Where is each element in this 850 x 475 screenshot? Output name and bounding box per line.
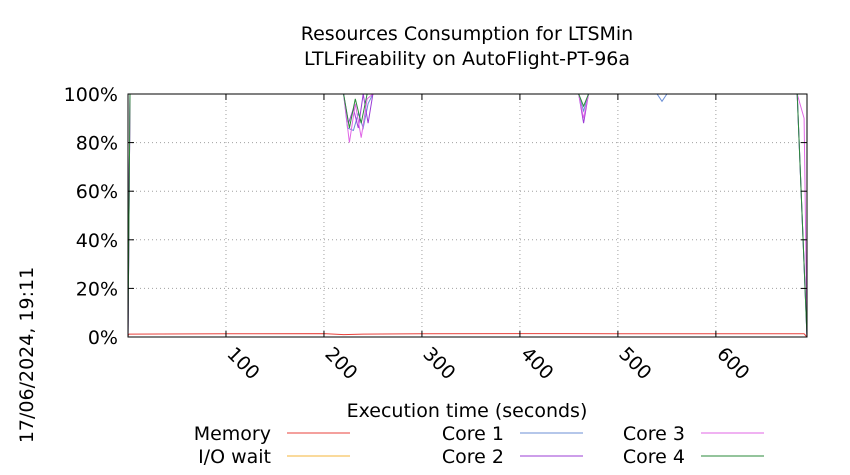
x-axis-ticks: 100 200 300 400 500 600 — [222, 94, 754, 384]
x-tick-label: 600 — [712, 343, 753, 384]
grid — [128, 94, 807, 337]
timestamp: 17/06/2024, 19:11 — [16, 267, 38, 443]
y-tick-label: 60% — [76, 181, 118, 203]
y-tick-label: 80% — [76, 133, 118, 155]
x-tick-label: 400 — [516, 343, 557, 384]
legend-label: Memory — [194, 423, 271, 445]
legend-label: I/O wait — [198, 446, 271, 468]
legend-label: Core 2 — [442, 446, 504, 468]
x-tick-label: 100 — [222, 343, 263, 384]
y-tick-label: 20% — [76, 278, 118, 300]
plot-frame — [127, 93, 808, 338]
series-line-core-1 — [127, 93, 808, 338]
series-line-core-3 — [127, 93, 808, 338]
x-tick-label: 300 — [418, 343, 459, 384]
y-tick-label: 100% — [64, 84, 118, 106]
chart-subtitle: LTLFireability on AutoFlight-PT-96a — [304, 48, 630, 70]
series-line-core-4 — [127, 93, 808, 338]
y-tick-label: 40% — [76, 230, 118, 252]
chart-title: Resources Consumption for LTSMin — [301, 23, 633, 45]
y-tick-label: 0% — [88, 327, 118, 349]
legend-label: Core 3 — [623, 423, 685, 445]
y-axis-ticks: 0% 20% 40% 60% 80% 100% — [64, 84, 807, 349]
series-line-memory — [127, 333, 808, 338]
x-tick-label: 200 — [320, 343, 361, 384]
series-line-core-2 — [127, 93, 808, 338]
series-lines — [127, 93, 808, 338]
legend-label: Core 4 — [623, 446, 685, 468]
legend-label: Core 1 — [442, 423, 504, 445]
x-axis-label: Execution time (seconds) — [347, 400, 588, 422]
x-tick-label: 500 — [614, 343, 655, 384]
